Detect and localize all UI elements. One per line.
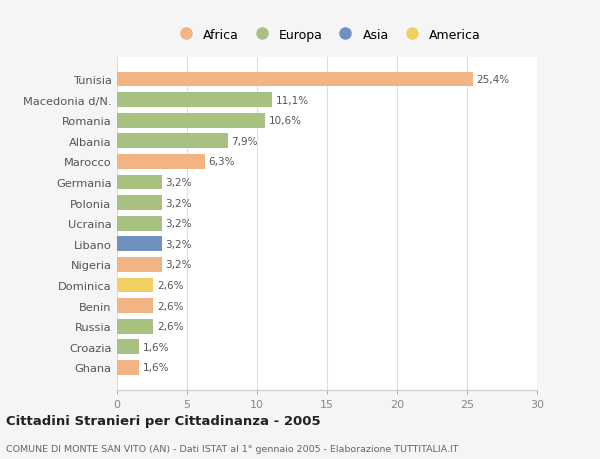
Text: 2,6%: 2,6% xyxy=(157,301,184,311)
Bar xyxy=(117,319,154,334)
Bar xyxy=(117,114,265,129)
Text: COMUNE DI MONTE SAN VITO (AN) - Dati ISTAT al 1° gennaio 2005 - Elaborazione TUT: COMUNE DI MONTE SAN VITO (AN) - Dati IST… xyxy=(6,444,458,453)
Text: 1,6%: 1,6% xyxy=(143,342,169,352)
Text: 3,2%: 3,2% xyxy=(166,178,192,188)
Text: 3,2%: 3,2% xyxy=(166,198,192,208)
Text: 25,4%: 25,4% xyxy=(476,75,509,85)
Bar xyxy=(117,73,473,87)
Bar xyxy=(117,360,139,375)
Text: 6,3%: 6,3% xyxy=(209,157,235,167)
Bar xyxy=(117,237,162,252)
Text: 7,9%: 7,9% xyxy=(231,137,257,146)
Text: 10,6%: 10,6% xyxy=(269,116,302,126)
Bar xyxy=(117,257,162,272)
Legend: Africa, Europa, Asia, America: Africa, Europa, Asia, America xyxy=(168,24,486,47)
Text: 1,6%: 1,6% xyxy=(143,363,169,373)
Text: 11,1%: 11,1% xyxy=(276,95,309,106)
Bar xyxy=(117,340,139,354)
Bar xyxy=(117,155,205,169)
Text: 2,6%: 2,6% xyxy=(157,322,184,331)
Bar xyxy=(117,216,162,231)
Text: Cittadini Stranieri per Cittadinanza - 2005: Cittadini Stranieri per Cittadinanza - 2… xyxy=(6,414,320,428)
Bar xyxy=(117,175,162,190)
Bar xyxy=(117,93,272,108)
Text: 3,2%: 3,2% xyxy=(166,260,192,270)
Text: 3,2%: 3,2% xyxy=(166,239,192,249)
Bar xyxy=(117,298,154,313)
Text: 3,2%: 3,2% xyxy=(166,219,192,229)
Bar xyxy=(117,278,154,293)
Bar xyxy=(117,196,162,211)
Text: 2,6%: 2,6% xyxy=(157,280,184,291)
Bar xyxy=(117,134,227,149)
